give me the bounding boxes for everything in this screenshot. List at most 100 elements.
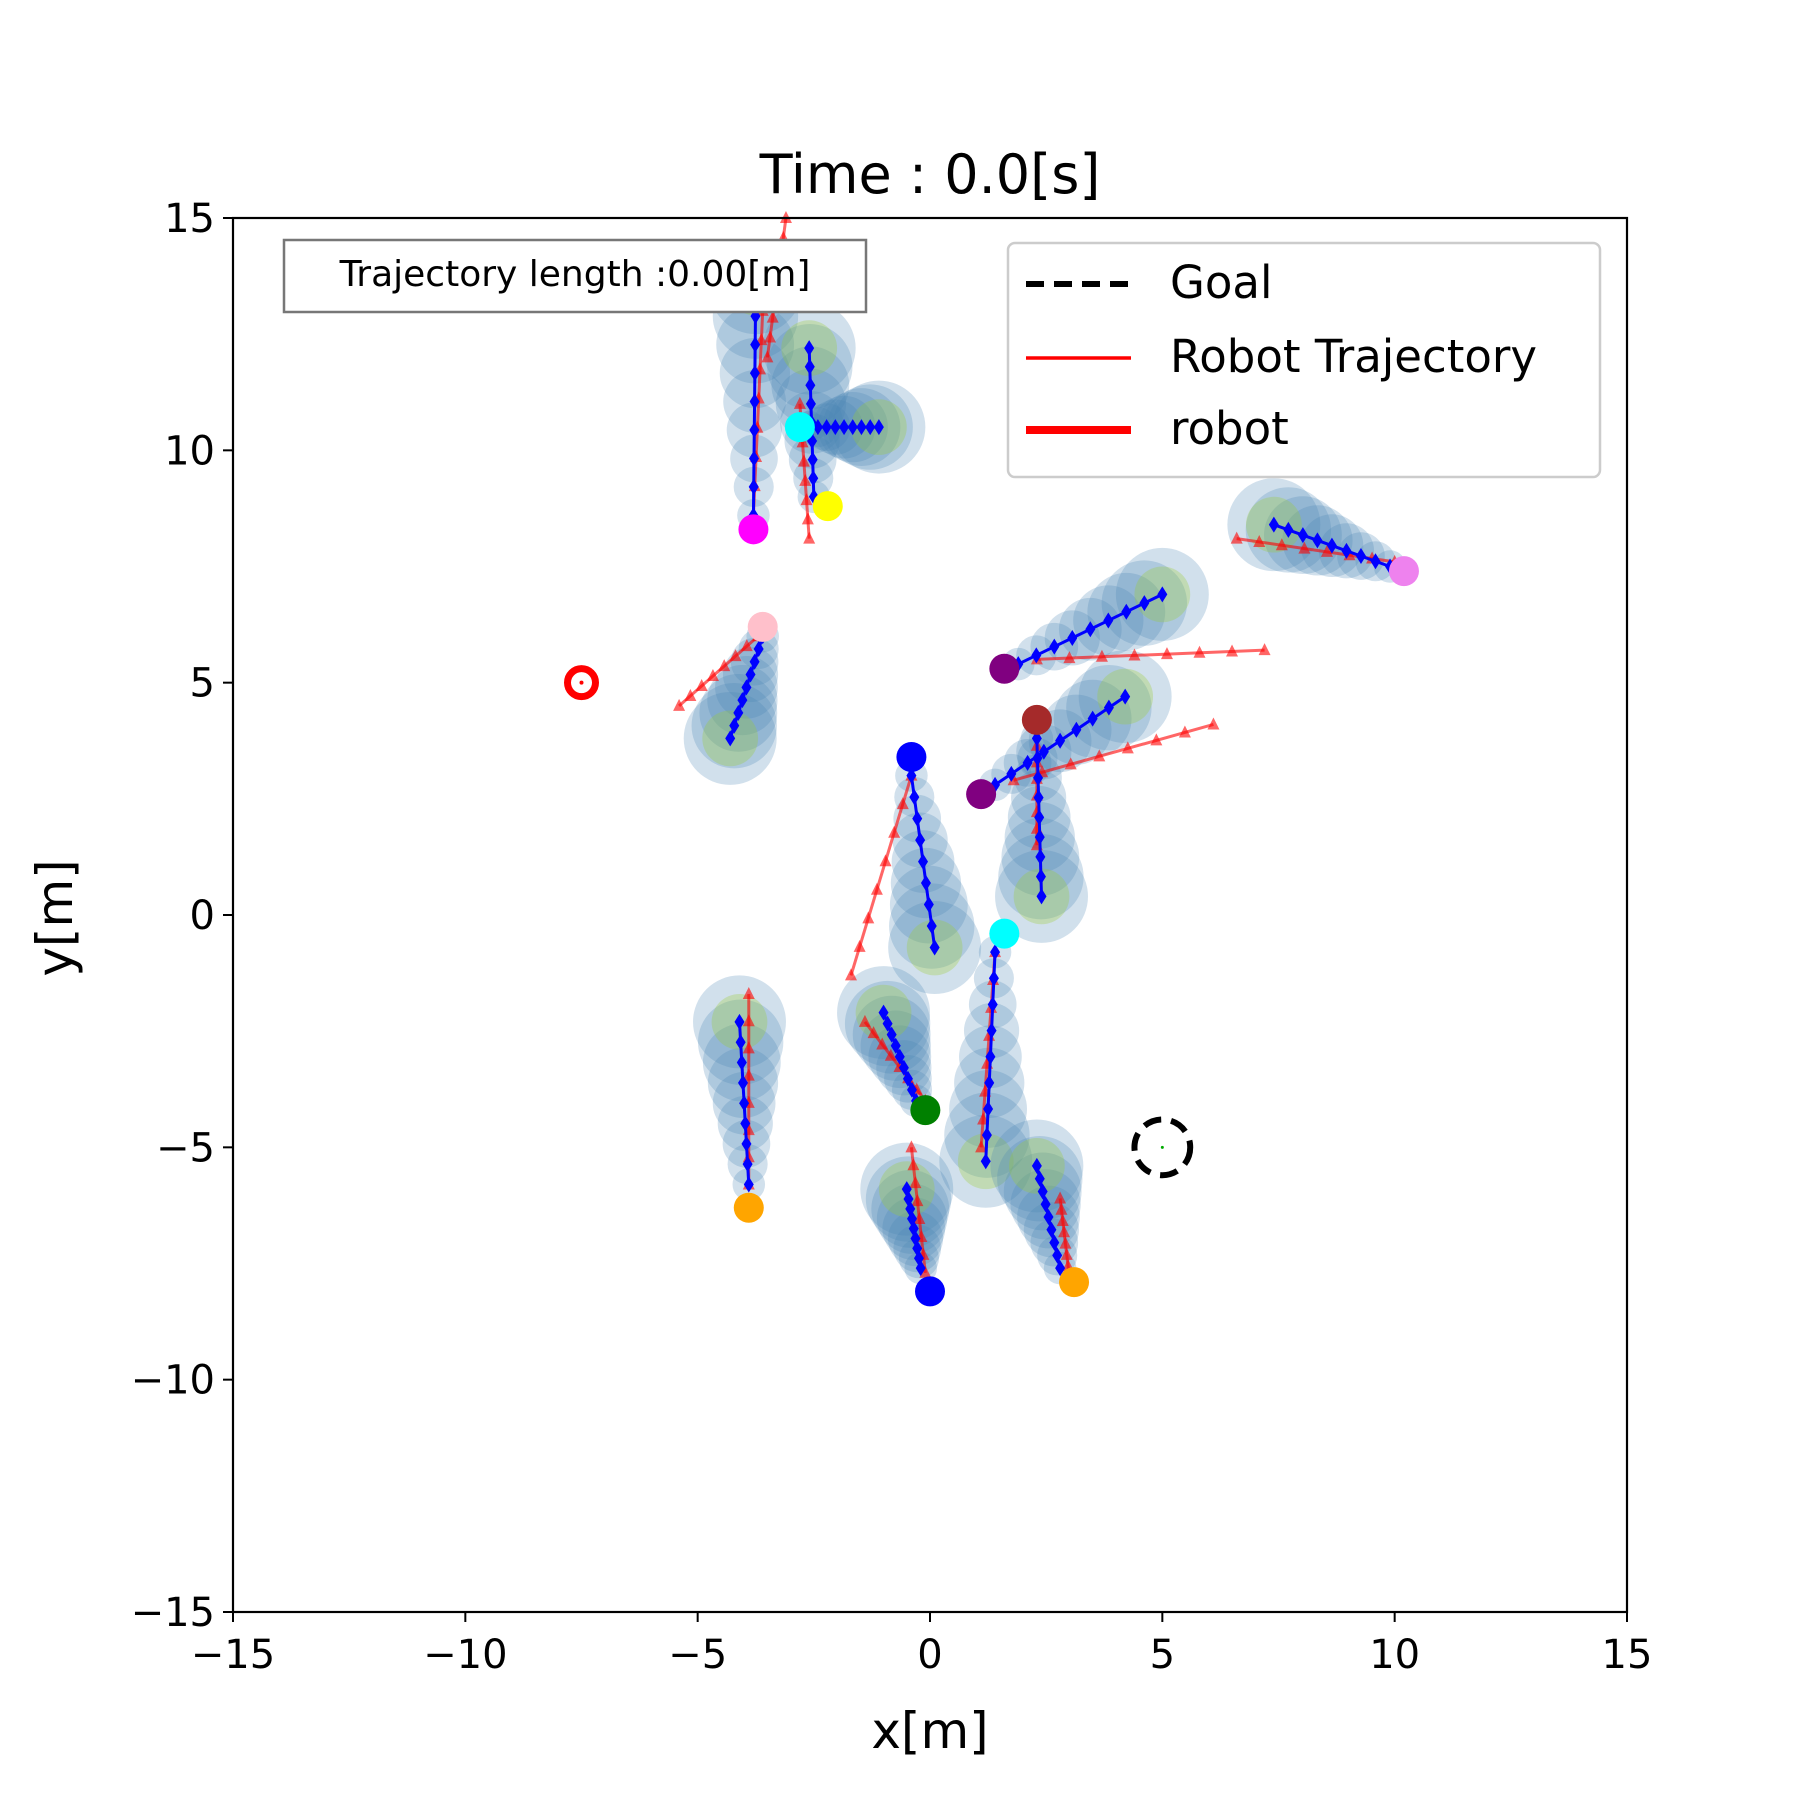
trajectory-marker <box>1128 648 1141 661</box>
trajectory-marker <box>1054 1191 1067 1204</box>
prediction-marker <box>737 1074 748 1091</box>
prediction-marker <box>906 1081 917 1098</box>
trajectory-marker <box>909 1176 922 1189</box>
prediction-marker <box>1037 1183 1048 1200</box>
prediction-marker <box>980 1153 991 1170</box>
prediction-marker <box>1283 521 1294 538</box>
prediction-marker <box>1067 629 1078 646</box>
prediction-marker <box>1355 548 1366 565</box>
trajectory-marker <box>718 659 731 672</box>
prediction-marker <box>735 1034 746 1051</box>
x-tick-label: 5 <box>1150 1632 1175 1678</box>
y-tick-label: 5 <box>190 661 215 707</box>
agent-marker <box>738 514 769 545</box>
trajectory-marker <box>1160 647 1173 660</box>
y-tick-label: 10 <box>164 428 215 474</box>
annotation-box: Trajectory length :0.00[m] <box>282 238 868 314</box>
prediction-marker <box>990 944 1001 961</box>
prediction-marker <box>984 1074 995 1091</box>
agent-marker <box>747 611 778 642</box>
trajectory-marker <box>803 531 816 544</box>
x-tick-label: 0 <box>917 1632 942 1678</box>
trajectory-marker <box>1258 643 1271 656</box>
trajectory-marker <box>911 1194 924 1207</box>
agent-marker <box>784 412 815 443</box>
prediction-marker <box>847 419 858 436</box>
prediction-marker <box>729 717 740 734</box>
prediction-marker <box>1034 809 1045 826</box>
prediction-marker <box>743 1176 754 1193</box>
trajectory-marker <box>853 939 866 952</box>
prediction-marker <box>882 1015 893 1032</box>
agent-marker <box>812 491 843 522</box>
trajectory-marker <box>1007 773 1020 786</box>
trajectory-marker <box>797 454 810 467</box>
trajectory-marker <box>1275 538 1288 551</box>
prediction-marker <box>1046 1221 1057 1238</box>
prediction-marker <box>1157 586 1168 603</box>
prediction-marker <box>915 832 926 849</box>
prediction-marker <box>1103 612 1114 629</box>
trajectory-marker <box>764 330 777 343</box>
trajectory-marker <box>1320 544 1333 557</box>
prediction-marker <box>753 640 764 657</box>
goal-layer <box>1131 1116 1194 1179</box>
prediction-marker <box>923 896 934 913</box>
chart-title: Time : 0.0[s] <box>759 143 1101 206</box>
x-tick-label: 15 <box>1602 1632 1653 1678</box>
prediction-marker <box>886 1026 897 1043</box>
trajectory-marker <box>1207 717 1220 730</box>
trajectory-marker <box>800 493 813 506</box>
x-tick-label: −5 <box>668 1632 727 1678</box>
prediction-marker <box>902 1070 913 1087</box>
prediction-marker <box>1341 542 1352 559</box>
prediction-marker <box>901 1181 912 1198</box>
prediction-marker <box>1139 595 1150 612</box>
prediction-marker <box>805 395 816 412</box>
trajectory-marker <box>695 678 708 691</box>
prediction-marker <box>929 939 940 956</box>
agent-marker <box>733 1192 764 1223</box>
trajectory-marker <box>845 968 858 981</box>
trajectory-marker <box>1298 541 1311 554</box>
prediction-marker <box>918 853 929 870</box>
trajectory-marker <box>1059 1236 1072 1249</box>
prediction-marker <box>740 1115 751 1132</box>
prediction-marker <box>909 789 920 806</box>
trajectory-marker <box>1178 725 1191 738</box>
prediction-marker <box>1121 603 1132 620</box>
legend: Goal Robot Trajectory robot <box>1006 241 1602 479</box>
prediction-marker <box>733 704 744 721</box>
trajectory-marker <box>1063 651 1076 664</box>
prediction-marker <box>737 692 748 709</box>
prediction-marker <box>985 1048 996 1065</box>
agent-marker <box>966 779 997 810</box>
prediction-marker <box>1297 527 1308 544</box>
prediction-marker <box>1034 1170 1045 1187</box>
prediction-marker <box>804 358 815 375</box>
prediction-marker <box>986 1022 997 1039</box>
legend-goal-label: Goal <box>1170 256 1272 309</box>
prediction-marker <box>873 419 884 436</box>
prediction-marker <box>1312 532 1323 549</box>
x-tick-layer: −15 −10 −5 0 5 10 15 <box>191 1612 1653 1678</box>
trajectory-marker <box>1193 645 1206 658</box>
prediction-marker <box>920 875 931 892</box>
prediction-marker <box>1006 765 1017 782</box>
prediction-marker <box>983 1100 994 1117</box>
y-tick-label: 15 <box>164 196 215 242</box>
trajectory-marker <box>879 854 892 867</box>
legend-trajectory-label: Robot Trajectory <box>1170 330 1537 383</box>
x-axis-label: x[m] <box>871 1702 988 1760</box>
agent-marker <box>896 742 927 773</box>
prediction-marker <box>1055 1260 1066 1277</box>
trajectory-marker <box>905 1140 918 1153</box>
prediction-marker <box>808 470 819 487</box>
trajectory-marker <box>1055 1202 1068 1215</box>
prediction-marker <box>894 1048 905 1065</box>
prediction-marker <box>878 1004 889 1021</box>
goal-center <box>1160 1145 1164 1149</box>
trajectory-marker <box>1093 749 1106 762</box>
prediction-marker <box>1035 848 1046 865</box>
prediction-marker <box>1032 750 1043 767</box>
